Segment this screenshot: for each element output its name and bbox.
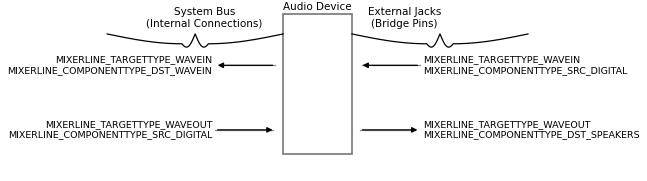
Text: System Bus
(Internal Connections): System Bus (Internal Connections) (146, 7, 263, 29)
Text: MIXERLINE_TARGETTYPE_WAVEIN
MIXERLINE_COMPONENTTYPE_DST_WAVEIN: MIXERLINE_TARGETTYPE_WAVEIN MIXERLINE_CO… (8, 56, 212, 75)
Text: MIXERLINE_TARGETTYPE_WAVEOUT
MIXERLINE_COMPONENTTYPE_DST_SPEAKERS: MIXERLINE_TARGETTYPE_WAVEOUT MIXERLINE_C… (423, 120, 639, 140)
Text: External Jacks
(Bridge Pins): External Jacks (Bridge Pins) (367, 7, 441, 29)
Text: Audio Device: Audio Device (283, 2, 352, 12)
Text: MIXERLINE_TARGETTYPE_WAVEIN
MIXERLINE_COMPONENTTYPE_SRC_DIGITAL: MIXERLINE_TARGETTYPE_WAVEIN MIXERLINE_CO… (423, 56, 627, 75)
Text: MIXERLINE_TARGETTYPE_WAVEOUT
MIXERLINE_COMPONENTTYPE_SRC_DIGITAL: MIXERLINE_TARGETTYPE_WAVEOUT MIXERLINE_C… (8, 120, 212, 140)
Bar (283, 14, 352, 154)
